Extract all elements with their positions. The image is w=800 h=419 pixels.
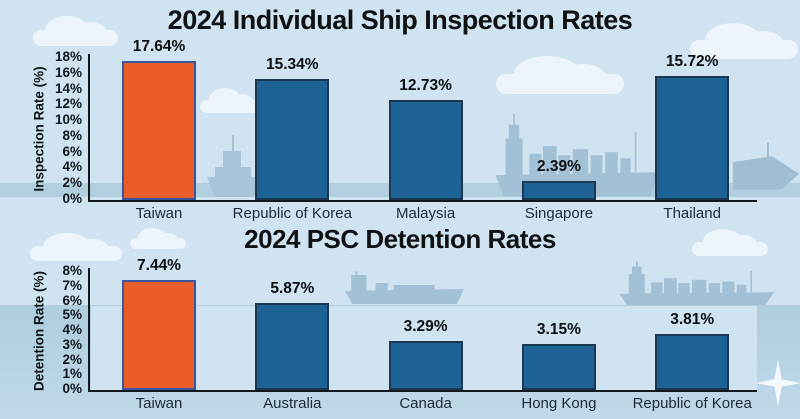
bar-taiwan [122,280,196,390]
y-tick-label: 10% [54,112,82,128]
cloud-icon [496,56,624,94]
cloud-icon [690,22,798,59]
category-label-republic-of-korea: Republic of Korea [632,395,752,412]
y-tick-label: 4% [62,322,82,337]
value-label-canada: 3.29% [403,318,448,336]
category-label-australia: Australia [263,395,322,412]
cargo-ship-icon [619,261,775,306]
y-tick-label: 5% [62,307,82,323]
y-tick-label: 0% [62,191,82,206]
y-tick-label: 6% [62,143,82,159]
value-label-australia: 5.87% [270,280,315,298]
category-label-republic-of-korea: Republic of Korea [232,205,352,222]
y-axis-line [88,268,90,390]
y-tick-label: 2% [62,175,82,191]
bar-malaysia [388,99,463,200]
y-tick-label: 18% [54,49,82,64]
cloud-icon [30,232,122,261]
value-label-taiwan: 7.44% [137,257,181,275]
y-tick-label: 14% [54,80,82,96]
x-axis-line [88,200,757,202]
bow-ship-icon [733,142,800,190]
y-tick-label: 0% [62,381,82,396]
value-label-republic-of-korea: 15.34% [266,55,319,73]
y-tick-label: 7% [62,277,82,293]
bar-canada [388,341,463,390]
value-label-hong-kong: 3.15% [536,320,581,338]
value-label-thailand: 15.72% [665,52,719,70]
category-label-thailand: Thailand [663,205,721,222]
value-label-taiwan: 17.64% [132,37,186,55]
y-tick-label: 2% [62,351,82,367]
y-tick-label: 4% [62,159,82,175]
value-label-republic-of-korea: 3.81% [670,310,715,328]
x-axis-line [88,390,757,392]
cloud-icon [33,15,118,46]
bar-republic-of-korea [255,78,330,200]
category-label-taiwan: Taiwan [135,205,183,222]
bar-thailand [655,75,730,200]
y-tick-label: 1% [62,366,82,382]
bar-taiwan [122,60,196,200]
y-tick-label: 6% [62,292,82,308]
tug-boat-icon [207,135,260,197]
category-label-taiwan: Taiwan [135,395,183,412]
bar-australia [255,303,330,390]
y-axis-line [88,54,90,200]
chart-title: 2024 Individual Ship Inspection Rates [167,5,633,35]
category-label-hong-kong: Hong Kong [521,395,597,412]
category-label-canada: Canada [399,395,452,412]
bar-republic-of-korea [655,333,730,390]
cloud-icon [692,229,768,256]
value-label-malaysia: 12.73% [399,76,452,94]
cloud-icon [200,88,262,113]
chart-title: 2024 PSC Detention Rates [244,224,556,254]
y-tick-label: 3% [62,336,82,352]
bar-hong-kong [521,343,596,390]
bar-singapore [521,181,596,200]
value-label-singapore: 2.39% [536,158,581,176]
cloud-icon [130,228,186,249]
y-tick-label: 12% [54,96,82,112]
category-label-malaysia: Malaysia [396,205,456,222]
category-label-singapore: Singapore [524,205,594,222]
y-tick-label: 8% [62,263,82,278]
y-tick-label: 16% [54,64,82,80]
y-tick-label: 8% [62,127,82,143]
tanker-ship-icon [345,271,464,304]
